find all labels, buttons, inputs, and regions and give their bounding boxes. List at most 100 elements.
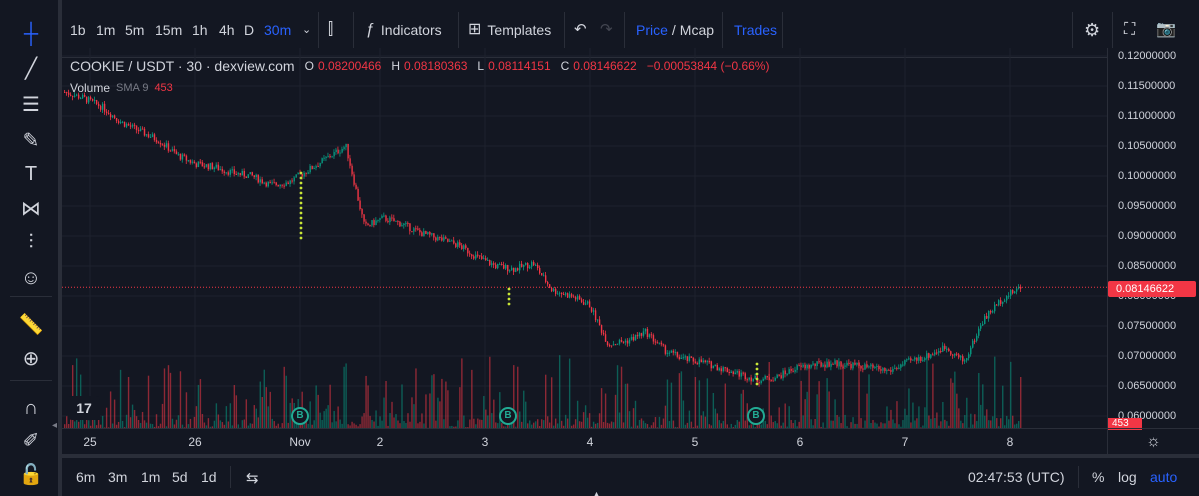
volume-bar: [632, 408, 635, 428]
volume-bar: [640, 418, 643, 428]
time-tick-label: 4: [586, 435, 594, 449]
volume-bar: [145, 422, 148, 428]
candle-body: [343, 147, 345, 149]
candle-body: [930, 354, 932, 358]
symbol-title[interactable]: COOKIE / USDT · 30 · dexview.com: [70, 58, 295, 74]
lock-drawing-icon[interactable]: ✐: [22, 429, 40, 452]
volume-bar: [610, 421, 613, 428]
volume-bar: [151, 424, 154, 428]
chart-pane[interactable]: [62, 48, 1107, 428]
range-3m[interactable]: 3m: [108, 469, 128, 485]
volume-bar: [620, 366, 623, 428]
settings-gear-icon[interactable]: ⚙: [1084, 20, 1101, 40]
candle-body: [399, 221, 401, 227]
volume-bar: [850, 422, 852, 428]
templates-button[interactable]: ⊞ Templates: [468, 20, 551, 40]
trades-button[interactable]: Trades: [734, 22, 778, 38]
zoom-in-icon[interactable]: ⊕: [22, 347, 40, 370]
percent-toggle[interactable]: %: [1092, 469, 1105, 485]
volume-bar: [495, 422, 497, 428]
prediction-icon[interactable]: ⫶: [28, 230, 34, 253]
candle-body: [377, 219, 379, 221]
crosshair-icon[interactable]: ┼: [23, 22, 39, 45]
candle-body: [918, 357, 920, 361]
log-toggle[interactable]: log: [1118, 469, 1137, 485]
buy-badge[interactable]: B: [747, 407, 765, 425]
redo-icon[interactable]: ↷: [600, 21, 613, 38]
price-toggle[interactable]: Price: [636, 22, 668, 38]
volume-bar: [65, 416, 68, 428]
timeframe-4h[interactable]: 4h: [219, 22, 235, 38]
candle-body: [654, 341, 657, 343]
timeframe-15m[interactable]: 15m: [155, 22, 183, 38]
magnet-icon[interactable]: ∩: [23, 396, 39, 419]
chevron-down-icon[interactable]: ⌄: [302, 24, 312, 36]
volume-bar: [147, 375, 150, 428]
price-mcap-toggle[interactable]: Price / Mcap: [636, 20, 714, 40]
volume-label[interactable]: Volume: [70, 81, 111, 95]
volume-bar: [64, 424, 66, 428]
brush-icon[interactable]: ✎: [22, 129, 40, 152]
range-5d[interactable]: 5d: [172, 469, 188, 485]
candle-body: [511, 267, 513, 271]
timeframe-d[interactable]: D: [244, 22, 255, 38]
candles-icon[interactable]: ⫿: [328, 21, 334, 38]
tradingview-logo[interactable]: 17: [68, 396, 100, 420]
trend-line-icon[interactable]: ╱: [24, 57, 38, 80]
camera-icon[interactable]: 📷: [1156, 21, 1176, 38]
candle-body: [572, 296, 575, 298]
candle-body: [483, 258, 485, 260]
horizontal-lines-icon[interactable]: ☰: [22, 93, 40, 116]
candle-body: [533, 262, 535, 265]
range-6m[interactable]: 6m: [76, 469, 96, 485]
emoji-icon[interactable]: ☺: [20, 266, 42, 289]
timeframe-30m[interactable]: 30m: [264, 22, 292, 38]
mcap-toggle[interactable]: Mcap: [679, 22, 715, 38]
candle-body: [630, 336, 633, 340]
date-range-icon[interactable]: ⇆: [246, 470, 259, 487]
ruler-icon[interactable]: 📏: [18, 313, 44, 336]
candle-body: [245, 176, 248, 178]
indicators-button[interactable]: ƒ Indicators: [366, 20, 442, 40]
range-1m[interactable]: 1m: [141, 469, 161, 485]
volume-bar: [171, 418, 174, 428]
volume-bar: [407, 413, 409, 428]
timeframe-1m[interactable]: 1m: [96, 22, 116, 38]
collapse-panel-icon[interactable]: ▴: [594, 489, 600, 496]
text-icon[interactable]: T: [24, 162, 38, 185]
timeframe-1b[interactable]: 1b: [70, 22, 86, 38]
candle-body: [157, 142, 160, 144]
scroll-left-icon[interactable]: ◂: [52, 420, 58, 431]
undo-icon[interactable]: ↶: [574, 21, 587, 38]
price-scale[interactable]: 0.12000000 0.11500000 0.11000000 0.10500000…: [1107, 48, 1199, 428]
utc-clock[interactable]: 02:47:53 (UTC): [968, 469, 1065, 485]
candle-body: [69, 94, 72, 96]
candle-body: [824, 364, 826, 368]
lock-icon[interactable]: 🔓: [18, 463, 44, 486]
buy-badge[interactable]: B: [499, 407, 517, 425]
candle-body: [722, 367, 725, 372]
candle-body: [153, 134, 156, 140]
candle-body: [864, 364, 866, 370]
candle-body: [914, 357, 916, 360]
volume-bar: [722, 420, 725, 428]
timeframe-1h[interactable]: 1h: [192, 22, 208, 38]
candle-body: [223, 171, 226, 173]
axis-settings-icon[interactable]: ☼: [1107, 428, 1199, 454]
candlestick-chart[interactable]: [62, 48, 1107, 428]
fullscreen-icon[interactable]: ⛶: [1124, 21, 1136, 38]
toolbar-divider: [458, 12, 459, 48]
volume-bar: [315, 385, 317, 428]
candle-body: [269, 181, 271, 183]
candle-body: [948, 348, 950, 352]
buy-badge[interactable]: B: [291, 407, 309, 425]
time-axis[interactable]: 25 26 Nov 2 3 4 5 6 7 8: [62, 428, 1107, 454]
candle-body: [243, 170, 246, 177]
pattern-icon[interactable]: ⋈: [21, 197, 41, 220]
candle-body: [902, 364, 904, 366]
indicators-label: Indicators: [380, 22, 442, 38]
timeframe-5m[interactable]: 5m: [125, 22, 145, 38]
volume-bar: [165, 426, 168, 428]
auto-toggle[interactable]: auto: [1150, 469, 1178, 485]
range-1d[interactable]: 1d: [201, 469, 217, 485]
